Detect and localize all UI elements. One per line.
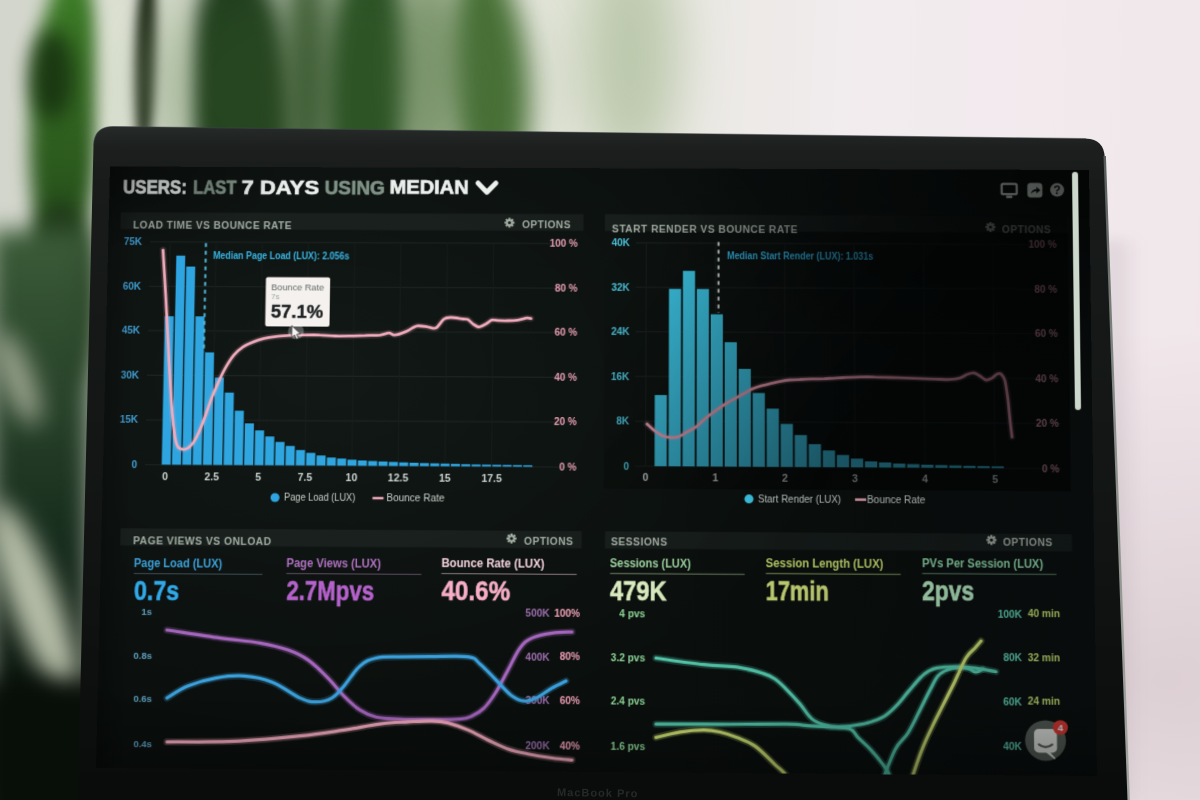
svg-text:400K: 400K: [525, 652, 549, 664]
svg-text:80%: 80%: [560, 652, 581, 663]
svg-text:Bounce Rate: Bounce Rate: [386, 494, 444, 506]
svg-text:MacBook Pro: MacBook Pro: [557, 787, 638, 800]
svg-text:7 DAYS: 7 DAYS: [241, 178, 319, 199]
svg-text:Page Views (LUX): Page Views (LUX): [286, 557, 381, 571]
svg-text:PAGE VIEWS VS ONLOAD: PAGE VIEWS VS ONLOAD: [133, 535, 272, 548]
svg-text:0: 0: [162, 472, 168, 483]
svg-text:0.4s: 0.4s: [133, 739, 152, 749]
svg-text:75K: 75K: [124, 237, 142, 248]
svg-text:100 %: 100 %: [550, 239, 579, 250]
svg-text:2.7Mpvs: 2.7Mpvs: [286, 575, 374, 607]
svg-text:1.6 pvs: 1.6 pvs: [611, 741, 646, 753]
svg-text:10: 10: [346, 473, 358, 484]
svg-text:5: 5: [255, 472, 261, 483]
svg-text:500K: 500K: [525, 609, 549, 620]
svg-text:100%: 100%: [554, 609, 580, 620]
svg-text:80K: 80K: [1003, 653, 1022, 665]
svg-text:17.5: 17.5: [481, 474, 502, 485]
svg-text:Bounce Rate (LUX): Bounce Rate (LUX): [441, 557, 544, 571]
svg-text:15: 15: [439, 474, 451, 485]
svg-text:Start Render (LUX): Start Render (LUX): [758, 494, 841, 506]
svg-text:0.7s: 0.7s: [134, 575, 180, 607]
svg-text:7.5: 7.5: [297, 473, 312, 484]
svg-text:80 %: 80 %: [555, 283, 578, 294]
svg-text:0.8s: 0.8s: [133, 650, 152, 660]
svg-text:24 min: 24 min: [1028, 697, 1061, 709]
svg-text:LOAD TIME VS BOUNCE RATE: LOAD TIME VS BOUNCE RATE: [133, 220, 292, 233]
svg-text:40.6%: 40.6%: [441, 575, 510, 607]
svg-text:2pvs: 2pvs: [922, 575, 974, 607]
svg-text:17min: 17min: [766, 574, 829, 606]
svg-text:1s: 1s: [141, 607, 152, 617]
svg-text:60K: 60K: [1003, 697, 1022, 709]
svg-text:Bounce Rate: Bounce Rate: [867, 495, 926, 507]
svg-text:12.5: 12.5: [388, 473, 409, 484]
svg-text:USERS:: USERS:: [123, 178, 187, 199]
svg-text:Median Page Load (LUX): 2.056s: Median Page Load (LUX): 2.056s: [213, 250, 350, 263]
svg-text:32 min: 32 min: [1028, 653, 1060, 665]
svg-text:40K: 40K: [1003, 741, 1022, 753]
svg-text:2.5: 2.5: [204, 472, 219, 483]
svg-text:60K: 60K: [123, 282, 141, 293]
svg-text:60%: 60%: [560, 696, 581, 708]
svg-text:20 %: 20 %: [554, 417, 577, 428]
svg-text:?: ?: [1053, 184, 1061, 197]
svg-text:4 pvs: 4 pvs: [619, 609, 645, 620]
svg-text:SESSIONS: SESSIONS: [611, 536, 668, 549]
svg-text:40%: 40%: [560, 741, 581, 753]
svg-text:40 %: 40 %: [554, 373, 577, 384]
svg-text:PVs Per Session (LUX): PVs Per Session (LUX): [922, 557, 1043, 571]
svg-text:OPTIONS: OPTIONS: [1003, 537, 1053, 550]
svg-text:0: 0: [131, 460, 137, 471]
svg-text:Page Load (LUX): Page Load (LUX): [134, 557, 223, 571]
svg-text:LAST: LAST: [193, 178, 237, 199]
svg-text:Page Load (LUX): Page Load (LUX): [284, 493, 355, 505]
svg-text:0.6s: 0.6s: [133, 694, 152, 704]
svg-text:0 %: 0 %: [559, 462, 577, 473]
svg-text:30K: 30K: [121, 370, 140, 381]
svg-text:OPTIONS: OPTIONS: [524, 535, 574, 548]
svg-text:57.1%: 57.1%: [271, 302, 324, 322]
svg-text:2.4 pvs: 2.4 pvs: [611, 697, 645, 709]
svg-text:3.2 pvs: 3.2 pvs: [611, 653, 645, 665]
svg-text:USING: USING: [324, 178, 385, 199]
svg-text:45K: 45K: [122, 326, 140, 337]
svg-text:Sessions (LUX): Sessions (LUX): [610, 557, 691, 571]
svg-text:Bounce Rate: Bounce Rate: [271, 282, 324, 292]
svg-text:40 min: 40 min: [1028, 609, 1060, 621]
svg-text:15K: 15K: [120, 415, 139, 426]
svg-text:Session Length (LUX): Session Length (LUX): [766, 557, 884, 571]
svg-text:479K: 479K: [610, 575, 667, 607]
svg-text:60 %: 60 %: [555, 328, 578, 339]
svg-text:MEDIAN: MEDIAN: [389, 178, 468, 199]
svg-text:100K: 100K: [998, 609, 1022, 621]
svg-text:7s: 7s: [271, 292, 280, 301]
svg-text:OPTIONS: OPTIONS: [522, 219, 571, 231]
